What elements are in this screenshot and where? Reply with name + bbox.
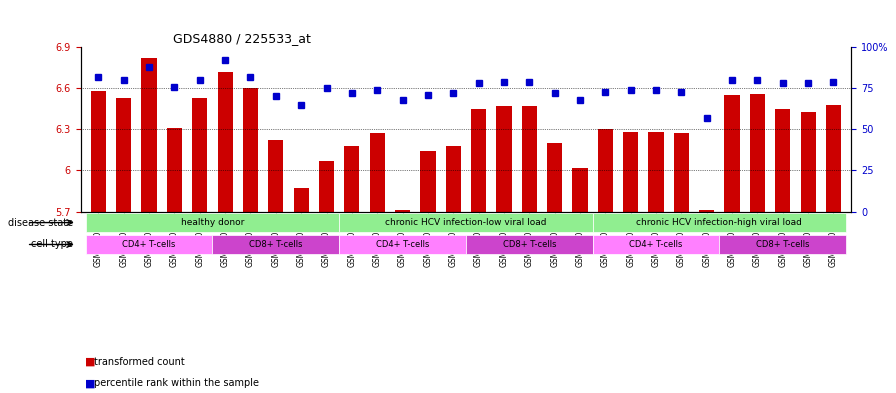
Bar (725, 95, 740, 211)
Bar (395, 210, 410, 211)
Bar (573, 168, 588, 211)
Bar (268, 140, 283, 211)
Text: chronic HCV infection-low viral load: chronic HCV infection-low viral load (385, 218, 547, 227)
FancyBboxPatch shape (86, 235, 212, 254)
Text: percentile rank within the sample: percentile rank within the sample (94, 378, 259, 388)
Bar (116, 98, 132, 211)
FancyBboxPatch shape (212, 235, 340, 254)
Bar (775, 109, 790, 211)
FancyBboxPatch shape (340, 213, 592, 232)
Bar (218, 72, 233, 211)
Bar (699, 210, 714, 211)
Text: ■: ■ (85, 378, 96, 388)
Text: GDS4880 / 225533_at: GDS4880 / 225533_at (173, 31, 311, 44)
Text: CD8+ T-cells: CD8+ T-cells (756, 240, 809, 249)
FancyBboxPatch shape (592, 213, 846, 232)
Text: healthy donor: healthy donor (181, 218, 244, 227)
Bar (420, 151, 435, 211)
Bar (243, 88, 258, 211)
Text: CD4+ T-cells: CD4+ T-cells (375, 240, 429, 249)
Bar (471, 109, 487, 211)
Bar (496, 106, 512, 211)
Bar (547, 143, 563, 211)
Bar (142, 58, 157, 211)
Bar (598, 129, 613, 211)
Text: CD8+ T-cells: CD8+ T-cells (249, 240, 303, 249)
Bar (192, 98, 207, 211)
Bar (750, 94, 765, 211)
Bar (649, 132, 664, 211)
Bar (826, 105, 841, 211)
Bar (369, 134, 384, 211)
Bar (674, 134, 689, 211)
Text: CD4+ T-cells: CD4+ T-cells (123, 240, 176, 249)
FancyBboxPatch shape (719, 235, 846, 254)
Text: ■: ■ (85, 356, 96, 367)
Bar (90, 91, 106, 211)
FancyBboxPatch shape (86, 213, 340, 232)
Bar (521, 106, 537, 211)
Bar (319, 161, 334, 211)
Text: transformed count: transformed count (94, 356, 185, 367)
Text: disease state: disease state (8, 218, 73, 228)
FancyBboxPatch shape (340, 235, 466, 254)
Bar (167, 128, 182, 211)
Text: CD8+ T-cells: CD8+ T-cells (503, 240, 556, 249)
Bar (623, 132, 638, 211)
Text: cell type: cell type (31, 239, 73, 250)
Bar (445, 146, 461, 211)
Bar (800, 112, 815, 211)
Text: chronic HCV infection-high viral load: chronic HCV infection-high viral load (636, 218, 802, 227)
FancyBboxPatch shape (466, 235, 592, 254)
Bar (294, 188, 309, 211)
FancyBboxPatch shape (592, 235, 719, 254)
Bar (344, 146, 359, 211)
Text: CD4+ T-cells: CD4+ T-cells (629, 240, 683, 249)
